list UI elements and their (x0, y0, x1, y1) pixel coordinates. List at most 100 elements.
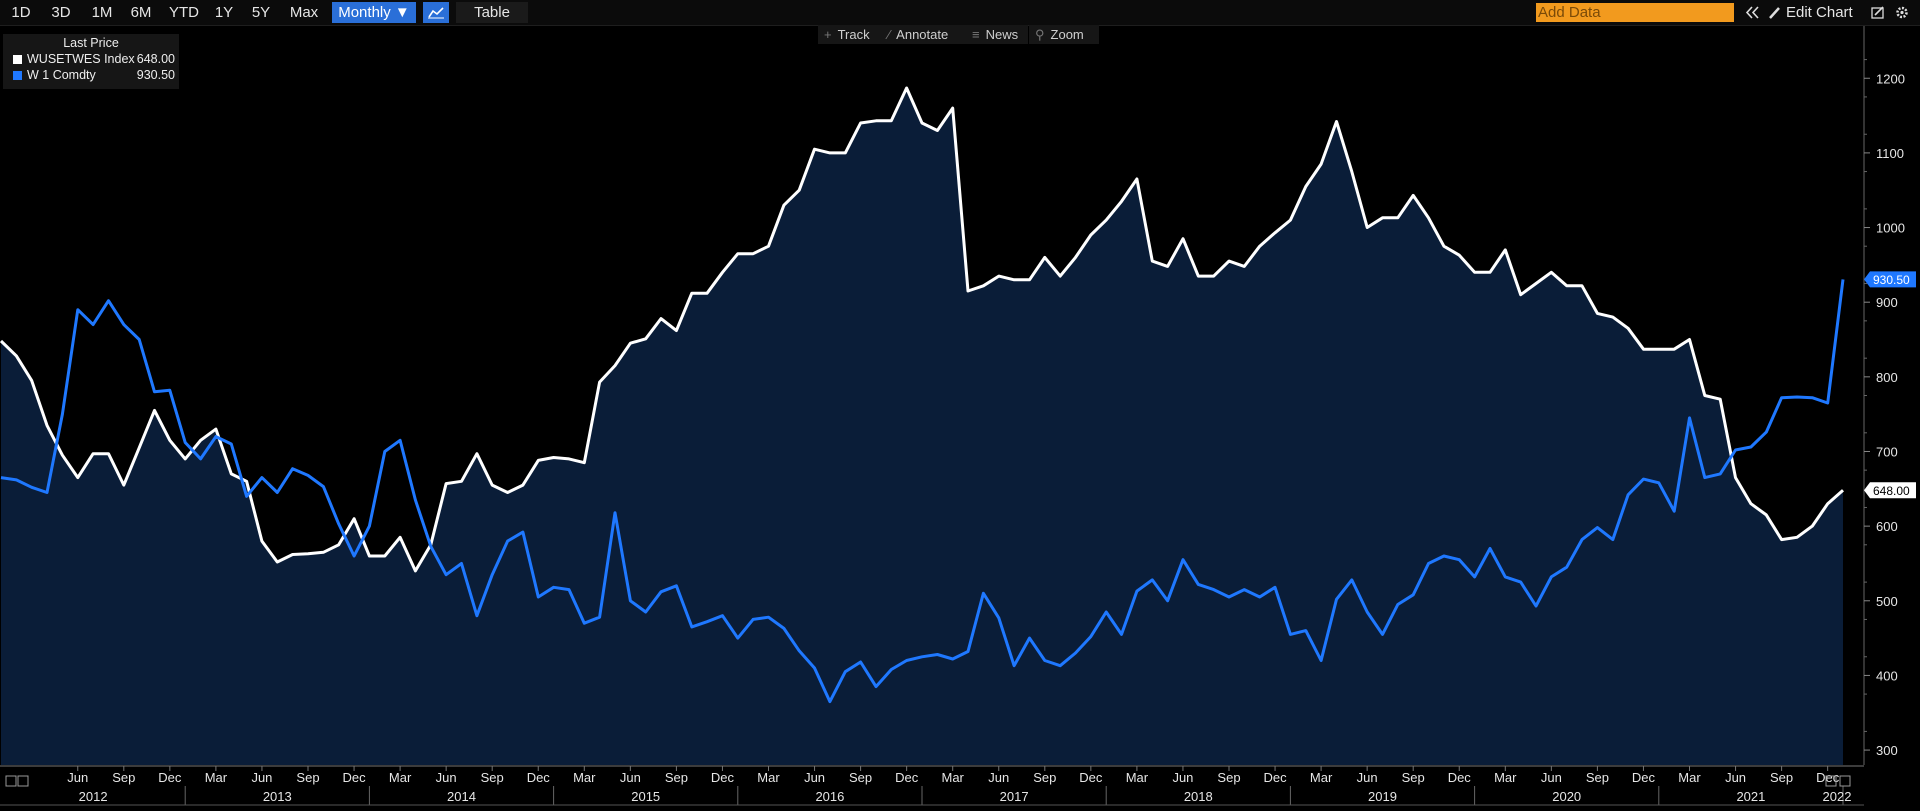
x-month-label: Mar (1494, 770, 1517, 785)
legend-series-name: W 1 Comdty (27, 68, 96, 82)
x-month-label: Sep (1033, 770, 1056, 785)
x-month-label: Sep (112, 770, 135, 785)
y-tick-label: 600 (1876, 519, 1898, 534)
x-month-label: Jun (1357, 770, 1378, 785)
x-month-label: Sep (1586, 770, 1609, 785)
x-axis-band (0, 766, 1920, 811)
y-tick-label: 1200 (1876, 71, 1905, 86)
scroll-left-icon[interactable] (17, 775, 29, 787)
series-line-w1-comdty (0, 279, 1845, 704)
news-button[interactable]: ≡ News (966, 25, 1028, 44)
track-label: Track (837, 27, 870, 42)
x-year-label: 2021 (1736, 789, 1765, 804)
y-tick-label: 1000 (1876, 221, 1905, 236)
y-tick-label: 400 (1876, 668, 1898, 683)
y-tick-label: 900 (1876, 295, 1898, 310)
x-month-label: Jun (1541, 770, 1562, 785)
x-month-label: Sep (849, 770, 872, 785)
add-data-input[interactable]: Add Data (1536, 3, 1734, 22)
x-year-label: 2016 (815, 789, 844, 804)
x-month-label: Jun (1172, 770, 1193, 785)
edit-chart-button[interactable]: Edit Chart (1786, 4, 1853, 21)
crosshair-icon: + (824, 27, 832, 42)
x-month-label: Mar (1678, 770, 1701, 785)
x-year-label: 2013 (263, 789, 292, 804)
scroll-right-end-icon[interactable] (1839, 775, 1851, 787)
area-fill-wusetwes (1, 88, 1843, 765)
x-month-label: Dec (1632, 770, 1656, 785)
x-month-label: Jun (988, 770, 1009, 785)
range-button-6m[interactable]: 6M (130, 4, 152, 21)
x-year-label: 2012 (79, 789, 108, 804)
x-month-label: Dec (342, 770, 366, 785)
gear-icon[interactable] (1894, 2, 1910, 23)
scroll-left-start-icon[interactable] (5, 775, 17, 787)
x-month-label: Mar (205, 770, 228, 785)
chart-legend: Last Price WUSETWES Index 648.00 W 1 Com… (3, 34, 179, 89)
y-tick-label: 500 (1876, 594, 1898, 609)
zoom-button[interactable]: ⚲ Zoom (1029, 25, 1099, 44)
legend-item-w1-comdty[interactable]: W 1 Comdty 930.50 (13, 68, 175, 82)
y-tick-label: 1100 (1876, 146, 1904, 161)
annotate-icon: ∕ (888, 27, 891, 42)
last-value-tag (1864, 271, 1916, 288)
x-month-label: Mar (757, 770, 780, 785)
y-tick-label: 800 (1876, 370, 1898, 385)
x-month-label: Jun (1725, 770, 1746, 785)
legend-series-value: 930.50 (136, 68, 175, 82)
scroll-right-icon[interactable] (1825, 775, 1837, 787)
table-button[interactable]: Table (456, 2, 528, 23)
legend-swatch (13, 55, 22, 65)
series-line-wusetwes (0, 86, 1844, 573)
x-month-label: Jun (804, 770, 825, 785)
range-button-1m[interactable]: 1M (91, 4, 113, 21)
range-button-max[interactable]: Max (289, 4, 319, 21)
x-month-label: Mar (389, 770, 412, 785)
annotate-button[interactable]: ∕ Annotate (882, 25, 974, 44)
x-month-label: Mar (1310, 770, 1333, 785)
x-year-label: 2022 (1823, 789, 1852, 804)
legend-series-name: WUSETWES Index (27, 52, 135, 66)
x-month-label: Dec (527, 770, 551, 785)
x-month-label: Jun (251, 770, 272, 785)
x-month-label: Sep (665, 770, 688, 785)
legend-header: Last Price (63, 36, 119, 50)
period-dropdown[interactable]: Monthly ▼ (332, 2, 416, 23)
track-button[interactable]: + Track (818, 25, 890, 44)
news-label: News (985, 27, 1019, 42)
x-month-label: Sep (1217, 770, 1240, 785)
pencil-icon (1768, 2, 1782, 23)
zoom-label: Zoom (1050, 27, 1084, 42)
y-tick-label: 300 (1876, 743, 1898, 758)
last-value-tag (1864, 482, 1916, 499)
last-value-label: 648.00 (1873, 484, 1910, 498)
x-month-label: Dec (158, 770, 182, 785)
x-month-label: Dec (711, 770, 735, 785)
range-button-3d[interactable]: 3D (51, 4, 71, 21)
chart-toolbar: 1D 3D 1M 6M YTD 1Y 5Y Max Monthly ▼ Table Add D… (0, 0, 1920, 26)
range-button-5y[interactable]: 5Y (251, 4, 271, 21)
legend-item-wusetwes[interactable]: WUSETWES Index 648.00 (13, 52, 175, 66)
double-chevron-left-icon[interactable] (1744, 2, 1760, 23)
x-month-label: Jun (620, 770, 641, 785)
x-month-label: Dec (1079, 770, 1103, 785)
x-month-label: Dec (895, 770, 919, 785)
news-icon: ≡ (972, 27, 980, 42)
x-month-label: Mar (1126, 770, 1149, 785)
x-year-label: 2014 (447, 789, 476, 804)
annotate-label: Annotate (896, 27, 949, 42)
x-month-label: Dec (1263, 770, 1287, 785)
edit-layout-icon[interactable] (1870, 2, 1886, 23)
x-month-label: Jun (436, 770, 457, 785)
x-month-label: Dec (1816, 770, 1840, 785)
line-chart-icon[interactable] (423, 2, 449, 23)
x-month-label: Mar (573, 770, 596, 785)
x-month-label: Mar (942, 770, 965, 785)
range-button-1d[interactable]: 1D (11, 4, 31, 21)
y-tick-label: 700 (1876, 444, 1898, 459)
x-month-label: Jun (67, 770, 88, 785)
range-button-1y[interactable]: 1Y (214, 4, 234, 21)
range-button-ytd[interactable]: YTD (169, 4, 199, 21)
x-month-label: Sep (481, 770, 504, 785)
